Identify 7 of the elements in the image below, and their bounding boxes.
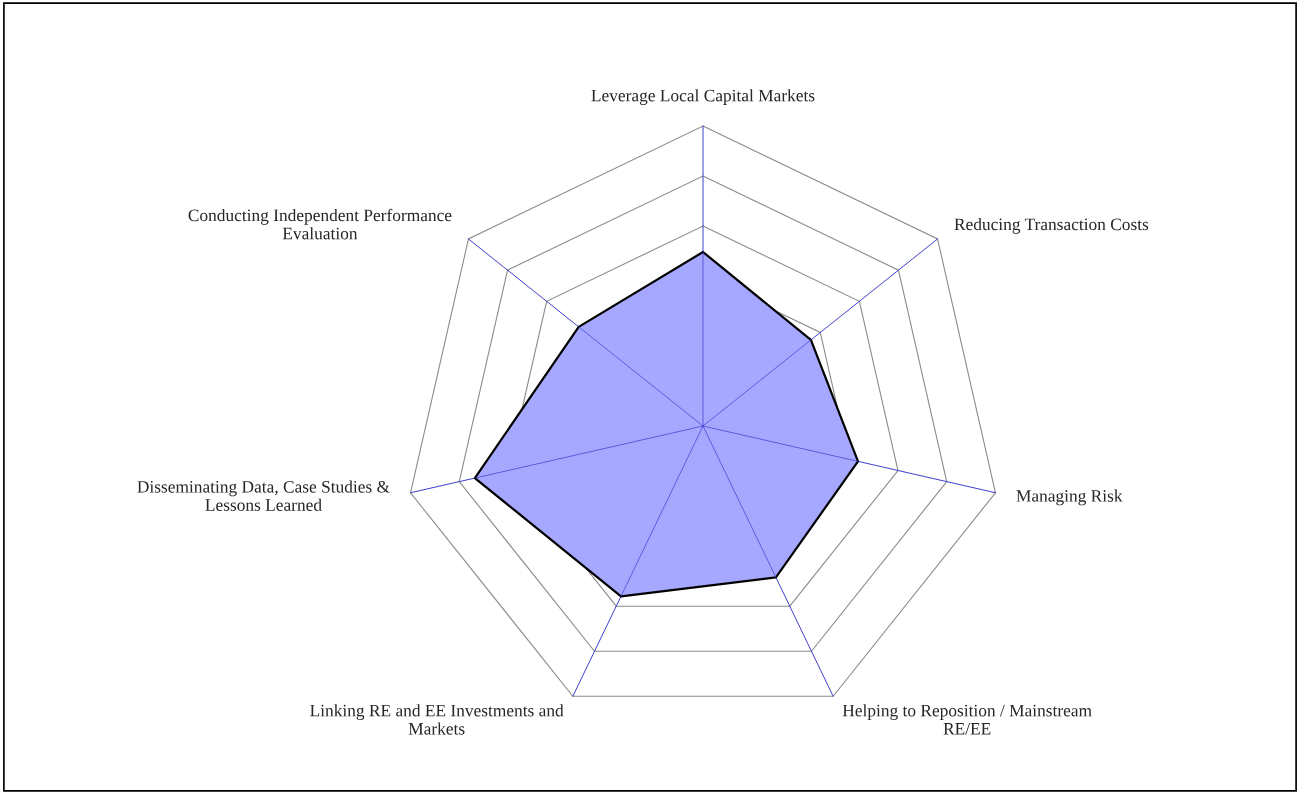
spoke-label: Reducing Transaction Costs [954,217,1149,234]
spoke-label: Leverage Local Capital Markets [591,89,815,105]
spoke-label: Helping to Reposition / Mainstream RE/EE [842,704,1092,735]
spoke-label: Linking RE and EE Investments and Markets [310,704,564,735]
spoke-label: Disseminating Data, Case Studies & Lessons Learned [137,480,390,511]
spoke-label: Managing Risk [1016,489,1123,506]
spoke-label: Conducting Independent Performance Evaluation [188,208,452,240]
